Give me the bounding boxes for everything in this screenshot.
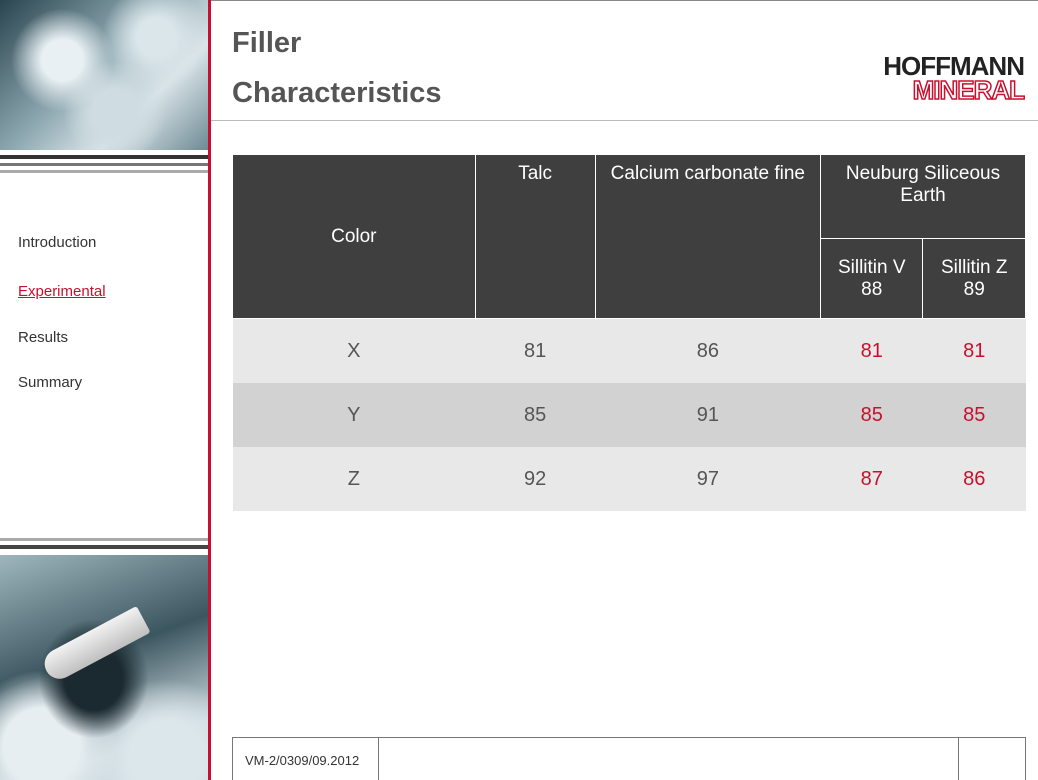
cell: 86: [595, 318, 821, 383]
title: Characteristics: [232, 77, 442, 109]
stripe: [0, 545, 208, 549]
cell: 87: [820, 447, 923, 511]
logo: HOFFMANN: [883, 51, 1025, 81]
footer-separator: [958, 737, 959, 780]
stripe: [0, 163, 208, 166]
header-cell: Color: [232, 154, 476, 319]
cell: 81: [922, 318, 1026, 383]
cell: 86: [922, 447, 1026, 511]
cell: 85: [475, 383, 596, 447]
footer: [232, 737, 1026, 780]
cell: 97: [595, 447, 821, 511]
cell: 91: [595, 383, 821, 447]
stripe: [0, 538, 208, 541]
nav-item[interactable]: Results: [18, 329, 69, 346]
sidebar-image: [0, 0, 208, 150]
header-cell: Calcium carbonate fine: [594, 154, 822, 319]
nav-item[interactable]: Summary: [18, 374, 83, 391]
cell: 85: [820, 383, 923, 447]
cell: Y: [232, 383, 476, 447]
header-cell: Sillitin Z 89: [922, 238, 1026, 319]
nav-item[interactable]: Experimental: [18, 283, 106, 300]
stripe: [0, 170, 208, 173]
cell: Z: [232, 447, 476, 511]
logo: MINERAL: [912, 75, 1026, 105]
rule: [211, 120, 1038, 121]
sidebar-image: [0, 555, 208, 780]
header-cell: Sillitin V 88: [819, 238, 924, 319]
footer-code: VM-2/0309/09.2012: [245, 753, 360, 768]
cell: 85: [922, 383, 1026, 447]
stripe: [0, 155, 208, 159]
footer-separator: [378, 737, 379, 780]
header-cell: Talc: [474, 154, 596, 319]
cell: X: [232, 318, 476, 383]
cell: 81: [820, 318, 923, 383]
table: Color Talc Calcium carbonate fine Neubur…: [232, 154, 1026, 511]
cell: 81: [475, 318, 596, 383]
nav-item[interactable]: Introduction: [18, 234, 97, 251]
divider: [208, 0, 211, 780]
header-cell: Neuburg Siliceous Earth: [820, 154, 1026, 239]
border: [211, 0, 1038, 1]
title: Filler: [232, 27, 302, 59]
cell: 92: [475, 447, 596, 511]
